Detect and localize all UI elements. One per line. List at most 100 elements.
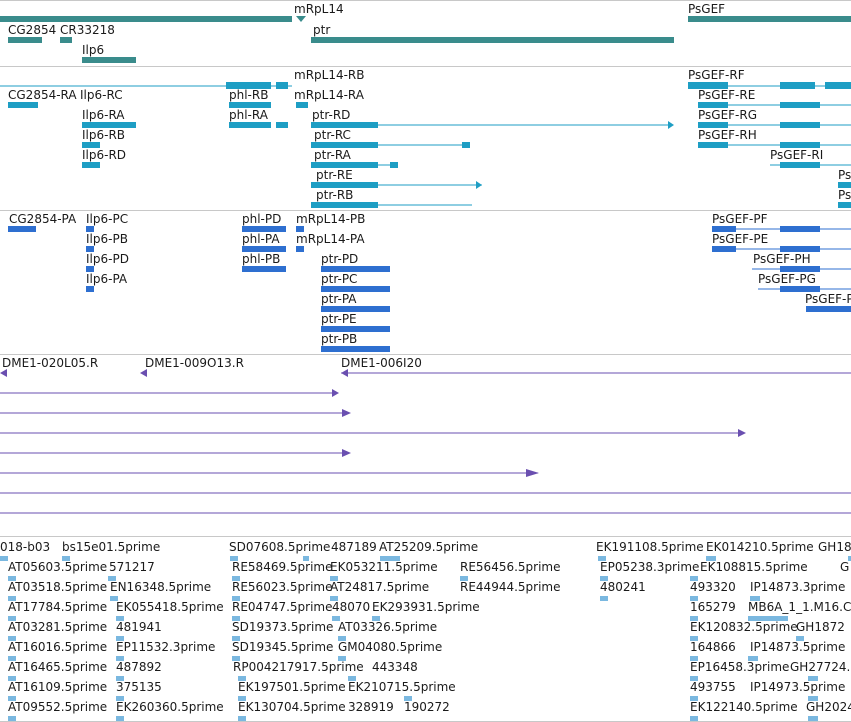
protein-ptr-pb[interactable] — [321, 346, 390, 352]
transcript-label[interactable]: ptr-RE — [316, 168, 353, 182]
est-feature[interactable] — [372, 616, 380, 621]
est-feature[interactable] — [338, 656, 346, 661]
transcript-end[interactable] — [668, 121, 674, 129]
transcript-end[interactable] — [476, 181, 482, 189]
transcript-label[interactable]: Ilp6-RB — [82, 128, 126, 142]
est-label[interactable]: EP16458.3prime — [690, 660, 790, 674]
est-feature[interactable] — [8, 576, 16, 581]
protein-phl-pd[interactable] — [242, 226, 286, 232]
est-label[interactable]: SD07608.5prime — [229, 540, 331, 554]
clone-arrow[interactable] — [738, 429, 746, 437]
protein-label[interactable]: Ilp6-PC — [86, 212, 129, 226]
transcript-ilp6-ra[interactable] — [82, 122, 136, 128]
est-label[interactable]: AT09552.5prime — [8, 700, 108, 714]
est-label[interactable]: EK014210.5prime — [706, 540, 814, 554]
protein-exon[interactable] — [780, 226, 820, 232]
protein-ptr-pc[interactable] — [321, 286, 390, 292]
est-label[interactable]: EK197501.5prime — [238, 680, 346, 694]
est-feature[interactable] — [232, 596, 240, 601]
est-feature[interactable] — [330, 596, 338, 601]
est-feature[interactable] — [808, 716, 818, 721]
est-feature[interactable] — [238, 676, 246, 681]
est-label[interactable]: EK293931.5prime — [372, 600, 480, 614]
est-feature[interactable] — [232, 616, 240, 621]
est-label[interactable]: RE04747.5prime — [232, 600, 333, 614]
est-label[interactable]: AT16109.5prime — [8, 680, 108, 694]
transcript-label[interactable]: CG2854-RA — [8, 88, 77, 102]
est-label[interactable]: EK120832.5prime — [690, 620, 798, 634]
est-feature[interactable] — [8, 596, 16, 601]
gene-feature-psgef[interactable] — [688, 16, 851, 22]
transcript-label[interactable]: PsGEF-RG — [698, 108, 758, 122]
protein-exon[interactable] — [712, 226, 736, 232]
est-feature[interactable] — [116, 716, 124, 721]
transcript-label[interactable]: Ilp6-RD — [82, 148, 127, 162]
transcript-exon[interactable] — [698, 142, 728, 148]
clone-arrow[interactable] — [332, 389, 339, 397]
est-feature[interactable] — [748, 616, 788, 621]
protein-exon[interactable] — [780, 266, 820, 272]
est-label[interactable]: SD19345.5prime — [232, 640, 334, 654]
protein-label[interactable]: CG2854-PA — [9, 212, 77, 226]
transcript-label[interactable]: Ps — [838, 168, 851, 182]
est-feature[interactable] — [238, 696, 246, 701]
transcript-exon[interactable] — [311, 202, 378, 208]
est-feature[interactable] — [116, 676, 124, 681]
transcript-label[interactable]: Ilp6-RC — [80, 88, 123, 102]
est-feature[interactable] — [690, 676, 698, 681]
transcript-exon[interactable] — [311, 182, 378, 188]
transcript-track-glyphs[interactable] — [0, 82, 851, 208]
est-label[interactable]: GM04080.5prime — [338, 640, 443, 654]
est-feature[interactable] — [330, 576, 338, 581]
est-feature[interactable] — [238, 716, 246, 721]
est-feature[interactable] — [232, 636, 240, 641]
est-label[interactable]: EK055418.5prime — [116, 600, 224, 614]
transcript-ilp6-rb[interactable] — [82, 142, 100, 148]
transcript-exon[interactable] — [838, 202, 851, 208]
transcript-phl-ra[interactable] — [229, 122, 271, 128]
gene-label[interactable]: CG2854 — [8, 23, 57, 37]
est-label[interactable]: EP05238.3prime — [600, 560, 700, 574]
protein-phl-pb[interactable] — [242, 266, 286, 272]
est-feature[interactable] — [600, 576, 608, 581]
transcript-exon[interactable] — [688, 82, 728, 89]
transcript-label[interactable]: mRpL14-RA — [294, 88, 364, 102]
transcript-label[interactable]: phl-RA — [229, 108, 268, 122]
est-label[interactable]: 571217 — [109, 560, 155, 574]
gene-feature-ilp6[interactable] — [82, 57, 136, 63]
protein-ilp6-pd[interactable] — [86, 266, 94, 272]
est-feature[interactable] — [690, 596, 698, 601]
est-label[interactable]: EN16348.5prime — [110, 580, 212, 594]
protein-label[interactable]: PsGEF-PG — [758, 272, 816, 286]
est-label[interactable]: IP14873.5prime — [750, 640, 846, 654]
est-label[interactable]: 375135 — [116, 680, 162, 694]
est-label[interactable]: 190272 — [404, 700, 450, 714]
est-feature[interactable] — [230, 556, 238, 561]
transcript-label[interactable]: PsGEF-RE — [698, 88, 756, 102]
protein-ilp6-pc[interactable] — [86, 226, 94, 232]
est-label[interactable]: AT03518.5prime — [8, 580, 108, 594]
gene-label[interactable]: CR33218 — [60, 23, 115, 37]
est-label[interactable]: EK260360.5prime — [116, 700, 224, 714]
est-feature[interactable] — [8, 676, 16, 681]
est-feature[interactable] — [232, 656, 240, 661]
est-label[interactable]: 443348 — [372, 660, 418, 674]
est-label[interactable]: AT16465.5prime — [8, 660, 108, 674]
est-label[interactable]: 480241 — [600, 580, 646, 594]
est-label[interactable]: AT03326.5prime — [338, 620, 438, 634]
protein-label[interactable]: phl-PB — [242, 252, 281, 266]
transcript-label[interactable]: PsGEF-RH — [698, 128, 757, 142]
transcript-exon[interactable] — [311, 142, 378, 148]
protein-label[interactable]: ptr-PB — [321, 332, 358, 346]
transcript-exon[interactable] — [276, 122, 288, 128]
est-feature[interactable] — [116, 656, 124, 661]
est-label[interactable]: 481941 — [116, 620, 162, 634]
est-feature[interactable] — [600, 596, 608, 601]
transcript-label[interactable]: ptr-RB — [316, 188, 354, 202]
est-label[interactable]: GH1872 — [796, 620, 845, 634]
transcript-phl-rb[interactable] — [229, 102, 271, 108]
transcript-label[interactable]: PsGEF-RI — [770, 148, 824, 162]
gene-feature-cr33218[interactable] — [60, 37, 72, 43]
est-label[interactable]: EK122140.5prime — [690, 700, 798, 714]
